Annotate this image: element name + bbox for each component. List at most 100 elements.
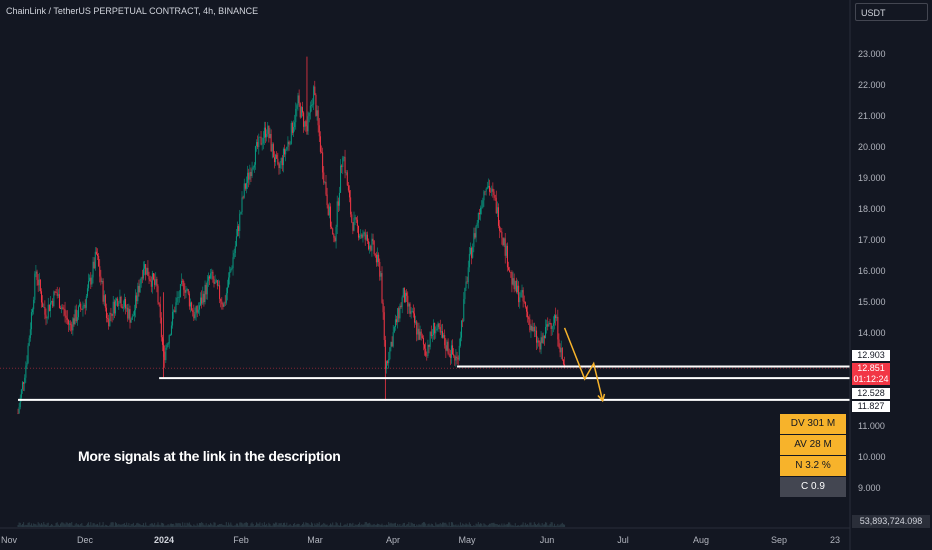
candle-body (444, 335, 446, 346)
candle-body (250, 171, 252, 177)
candle-body (194, 314, 196, 319)
volume-bar (308, 524, 310, 527)
volume-bar (121, 524, 123, 527)
candle-body (248, 172, 250, 180)
candle-body (204, 284, 206, 303)
candle-body (21, 382, 23, 390)
volume-bar (500, 525, 502, 527)
candle-body (403, 288, 405, 303)
candle-body (381, 273, 383, 303)
candle-body (385, 361, 387, 369)
volume-bar (173, 523, 175, 527)
volume-bar (419, 524, 421, 527)
candle-body (269, 133, 271, 138)
volume-bar (368, 523, 370, 527)
volume-bar (72, 525, 74, 527)
volume-bar (394, 522, 396, 527)
volume-bar (465, 523, 467, 527)
candle-body (326, 194, 328, 206)
candle-body (415, 321, 417, 323)
volume-bar (381, 523, 383, 527)
volume-bar (265, 525, 267, 527)
time-tick: Nov (0, 535, 18, 545)
candle-body (434, 323, 436, 334)
volume-bar (338, 525, 340, 527)
volume-bar (557, 523, 559, 527)
volume-bar (402, 523, 404, 527)
volume-bar (455, 524, 457, 527)
volume-bar (27, 522, 29, 527)
candle-body (89, 277, 91, 281)
candle-body (307, 116, 309, 132)
volume-bar (521, 524, 523, 527)
volume-bar (540, 525, 542, 527)
volume-bar (270, 525, 272, 527)
volume-bar (325, 524, 327, 527)
candle-body (389, 347, 391, 360)
candle-body (529, 319, 531, 331)
candle-body (234, 246, 236, 254)
candle-body (387, 361, 389, 364)
volume-bar (374, 524, 376, 527)
price-tick: 17.000 (858, 234, 886, 245)
volume-bar (224, 525, 226, 527)
candle-body (160, 317, 162, 338)
candle-body (542, 335, 544, 343)
volume-bar (490, 523, 492, 527)
volume-bar (474, 525, 476, 527)
candle-body (359, 235, 361, 238)
candle-body (502, 237, 504, 246)
volume-bar (285, 525, 287, 527)
volume-bar (132, 522, 134, 527)
volume-bar (279, 523, 281, 527)
volume-bar (25, 524, 27, 527)
volume-bar (522, 522, 524, 527)
volume-bar (341, 525, 343, 527)
volume-bar (375, 524, 377, 527)
volume-bar (546, 522, 548, 527)
volume-bar (288, 524, 290, 527)
candle-body (538, 340, 540, 343)
volume-bar (37, 522, 39, 527)
candle-body (117, 298, 119, 307)
volume-bar (269, 524, 271, 527)
volume-bar (24, 525, 26, 527)
volume-bar (74, 524, 76, 527)
candle-body (266, 133, 268, 138)
candle-body (464, 288, 466, 300)
volume-bar (147, 525, 149, 527)
candle-body (333, 234, 335, 238)
candle-body (123, 298, 125, 307)
candle-body (198, 305, 200, 310)
volume-bar (213, 522, 215, 527)
candle-body (25, 365, 27, 378)
currency-selector[interactable]: USDT (855, 3, 928, 21)
volume-bar (77, 524, 79, 527)
candle-body (363, 232, 365, 234)
symbol-title[interactable]: ChainLink / TetherUS PERPETUAL CONTRACT,… (6, 6, 259, 16)
candle-body (186, 289, 188, 291)
volume-bar (389, 523, 391, 527)
volume-bar (189, 524, 191, 527)
volume-bar (392, 523, 394, 527)
volume-bar (278, 523, 280, 527)
candle-body (52, 300, 54, 307)
volume-bar (153, 524, 155, 527)
volume-bar (66, 522, 68, 527)
candle-body (518, 285, 520, 303)
candle-body (564, 364, 566, 366)
candle-body (513, 278, 515, 290)
candle-body (361, 234, 363, 238)
candle-body (273, 157, 275, 163)
volume-bar (333, 525, 335, 527)
candle-body (127, 307, 129, 319)
volume-bar (519, 525, 521, 527)
candle-body (178, 297, 180, 298)
candle-body (377, 254, 379, 263)
candle-body (431, 334, 433, 336)
candle-body (280, 158, 282, 163)
volume-bar (495, 524, 497, 527)
candle-body (247, 172, 249, 183)
volume-bar (98, 525, 100, 527)
